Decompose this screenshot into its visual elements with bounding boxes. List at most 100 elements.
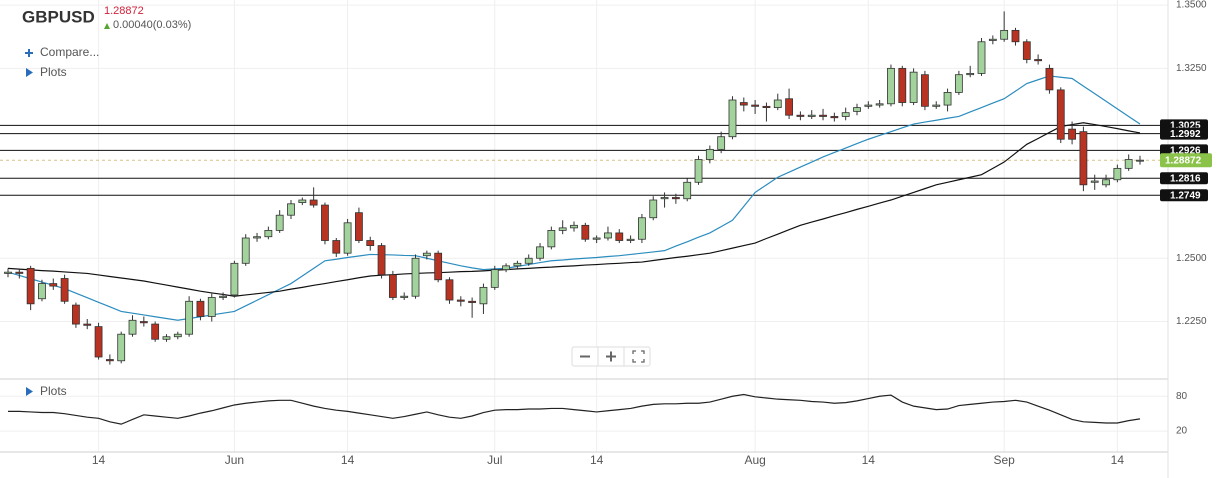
candle-body <box>796 114 805 117</box>
up-arrow <box>104 23 110 29</box>
candle-body <box>660 197 669 200</box>
candle-body <box>694 159 703 183</box>
candle-body <box>513 262 522 267</box>
zoom-controls <box>571 346 651 367</box>
candle-body <box>275 214 284 231</box>
x-tick-label: Sep <box>993 453 1015 467</box>
candle-body <box>83 323 92 326</box>
candle-body <box>1068 128 1076 140</box>
candle-body <box>72 304 80 325</box>
candle-body <box>253 236 261 239</box>
candle-body <box>864 104 873 107</box>
candle-body <box>773 99 782 109</box>
candle-body <box>1056 89 1065 140</box>
y-tick-label: 80 <box>1176 391 1188 402</box>
candle-body <box>1079 131 1088 186</box>
candle-body <box>456 299 465 302</box>
level-tag <box>1160 172 1208 185</box>
candle-body <box>785 98 793 116</box>
candle-body <box>219 295 227 298</box>
plot-area <box>0 11 1162 425</box>
candle-body <box>1034 59 1043 62</box>
candle-body <box>1124 159 1133 169</box>
x-tick-label: Jun <box>225 453 244 467</box>
candle-body <box>400 295 409 298</box>
x-tick-label: Aug <box>744 453 765 467</box>
oscillator-line <box>8 393 1141 425</box>
axis-labels: 14 Jun 14 Jul 14 Aug 14 Sep 14 1.3500 1.3250 1.2500… <box>92 0 1212 467</box>
x-tick-label: 14 <box>590 453 604 467</box>
candle-body <box>819 114 827 117</box>
candle-body <box>173 333 182 338</box>
candle-body <box>1000 29 1009 40</box>
lower-plots-label[interactable]: Plots <box>40 384 67 398</box>
candle-body <box>570 224 578 229</box>
candle-body <box>717 136 726 150</box>
candle-body <box>728 99 737 138</box>
candle-body <box>377 245 386 276</box>
candle-body <box>15 271 24 274</box>
last-price-label: 1.28872 <box>1165 155 1202 166</box>
last-price-tag <box>1160 153 1212 168</box>
candle-body <box>739 102 748 106</box>
x-tick-label: 14 <box>92 453 106 467</box>
candle-body <box>128 319 137 335</box>
candle-body <box>807 114 816 117</box>
plots-label[interactable]: Plots <box>40 65 67 79</box>
candle-body <box>26 267 35 305</box>
lower-plots-button[interactable]: Plots <box>26 384 67 398</box>
candle-body <box>1136 159 1144 162</box>
candle-body <box>162 336 171 340</box>
y-tick-label: 20 <box>1176 426 1188 437</box>
y-tick-label: 1.3500 <box>1176 0 1207 11</box>
candle-body <box>683 181 692 200</box>
candle-body <box>388 274 397 298</box>
candle-body <box>1113 167 1122 181</box>
candle-body <box>875 103 884 106</box>
candle-body <box>332 240 341 254</box>
candle-body <box>762 105 771 109</box>
fullscreen[interactable] <box>632 350 645 363</box>
price-change: 0.00040(0.03%) <box>113 19 191 31</box>
candle-body <box>366 240 375 246</box>
candle-body <box>751 104 760 107</box>
candle-body <box>977 41 986 74</box>
candle-body <box>988 38 997 41</box>
candle-body <box>151 323 160 340</box>
level-label: 1.2992 <box>1170 129 1201 140</box>
plots-button[interactable]: Plots <box>26 65 67 79</box>
candle-body <box>321 204 329 241</box>
last-price: 1.28872 <box>104 5 144 17</box>
candle-body <box>615 232 624 241</box>
candle-body <box>1022 41 1031 60</box>
candle-body <box>207 297 216 317</box>
moving-average <box>7 122 1141 297</box>
level-label: 1.2816 <box>1170 173 1201 184</box>
candle-body <box>1090 180 1099 183</box>
candle-body <box>502 265 510 271</box>
candle-body <box>954 74 963 93</box>
candle-body <box>1011 29 1020 43</box>
level-label: 1.3025 <box>1170 120 1201 131</box>
candle-body <box>841 112 850 117</box>
candle-body <box>343 222 352 254</box>
candle-body <box>626 238 635 241</box>
candle-body <box>581 224 590 240</box>
candle-body <box>60 278 69 302</box>
compare-label[interactable]: Compare... <box>40 45 99 59</box>
candle-body <box>966 73 975 76</box>
level-label: 1.2926 <box>1170 146 1201 157</box>
candle-body <box>298 199 307 203</box>
compare-button[interactable]: Compare... <box>25 45 99 59</box>
candle-body <box>909 71 918 103</box>
candle-body <box>1102 179 1110 186</box>
candle-body <box>38 283 46 300</box>
candle-body <box>547 229 556 248</box>
candle-body <box>445 279 454 301</box>
candle-body <box>139 321 148 324</box>
x-tick-label: Jul <box>487 453 502 467</box>
candle-body <box>49 283 58 287</box>
candle-body <box>558 227 567 231</box>
candle-body <box>355 212 363 241</box>
